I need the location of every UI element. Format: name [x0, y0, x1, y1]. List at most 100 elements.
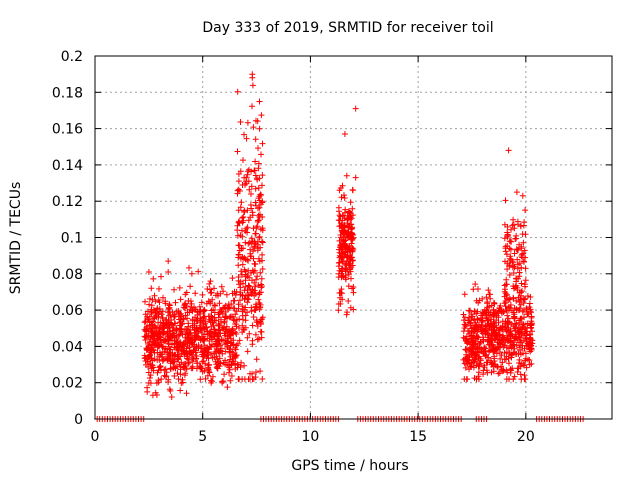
data-point [248, 205, 255, 212]
data-point [231, 297, 238, 304]
data-point [258, 283, 265, 289]
data-point [189, 363, 196, 370]
data-point [233, 321, 240, 328]
data-point [252, 136, 259, 143]
data-point [517, 371, 524, 378]
data-point [159, 308, 166, 315]
data-point [150, 275, 157, 282]
data-point [255, 217, 261, 224]
data-point [245, 267, 252, 274]
data-point [235, 186, 242, 193]
data-point [522, 350, 529, 357]
data-point [177, 331, 183, 338]
data-point [505, 147, 512, 154]
data-point [149, 342, 156, 349]
data-point [196, 303, 203, 310]
data-point [247, 214, 254, 221]
data-point [195, 328, 202, 335]
data-point [524, 324, 531, 331]
data-point [249, 337, 256, 344]
data-point [199, 348, 206, 355]
data-point [499, 334, 506, 341]
data-point [147, 351, 153, 358]
data-point [150, 338, 157, 345]
data-point [209, 378, 215, 385]
data-point [240, 245, 246, 252]
data-point [191, 329, 198, 336]
data-point [214, 341, 221, 348]
data-point [519, 192, 526, 199]
data-point [142, 333, 149, 340]
data-point [236, 281, 243, 288]
data-point [347, 268, 354, 275]
data-point [253, 230, 259, 237]
data-point [209, 354, 216, 361]
data-point [166, 386, 173, 393]
data-point [337, 185, 344, 191]
data-point [518, 264, 525, 271]
data-point [518, 331, 525, 338]
data-point [505, 324, 512, 331]
data-point [518, 296, 525, 303]
data-point [215, 347, 222, 354]
data-point [505, 296, 512, 303]
data-point [255, 205, 261, 212]
data-point [248, 183, 255, 190]
data-point [219, 379, 226, 386]
data-point [222, 330, 229, 337]
data-point [252, 172, 259, 179]
data-point [211, 302, 218, 308]
data-point [476, 361, 482, 368]
data-point [146, 301, 153, 308]
data-point [233, 352, 240, 359]
data-point [259, 199, 266, 206]
data-point [174, 370, 181, 377]
data-point [505, 355, 512, 362]
data-point [475, 369, 482, 376]
data-point [514, 218, 521, 225]
data-point [350, 257, 356, 264]
data-point [156, 353, 163, 360]
data-point [337, 300, 344, 307]
data-point [203, 345, 209, 352]
data-point [517, 296, 524, 303]
data-point [507, 302, 514, 308]
data-point [177, 371, 184, 378]
data-point [236, 220, 243, 227]
data-point [162, 298, 169, 305]
data-point [234, 232, 241, 239]
data-point [186, 359, 192, 366]
y-tick-label: 0 [74, 412, 83, 428]
data-point [237, 119, 244, 125]
data-point [211, 285, 217, 292]
data-point [501, 235, 508, 242]
data-point [510, 270, 517, 276]
data-point [177, 387, 184, 394]
y-axis-label: SRMTID / TECUs [8, 182, 24, 295]
data-point [148, 355, 155, 362]
data-point [198, 330, 205, 336]
data-point [257, 368, 264, 375]
data-point [259, 172, 266, 179]
data-point [503, 328, 510, 335]
data-point [523, 364, 530, 371]
data-point [253, 224, 260, 231]
data-point [245, 296, 252, 303]
data-point [468, 317, 475, 324]
data-point [143, 326, 149, 333]
data-point [192, 347, 199, 354]
data-point [248, 168, 255, 175]
data-point [347, 199, 354, 206]
data-point [255, 185, 262, 191]
data-point [474, 344, 481, 351]
data-point [237, 297, 243, 304]
data-point [501, 342, 508, 349]
data-point [188, 270, 195, 277]
data-point [246, 186, 253, 193]
data-point [239, 303, 246, 310]
data-point [255, 160, 262, 167]
data-point [507, 339, 514, 346]
data-point [227, 377, 234, 384]
data-point [507, 305, 514, 312]
